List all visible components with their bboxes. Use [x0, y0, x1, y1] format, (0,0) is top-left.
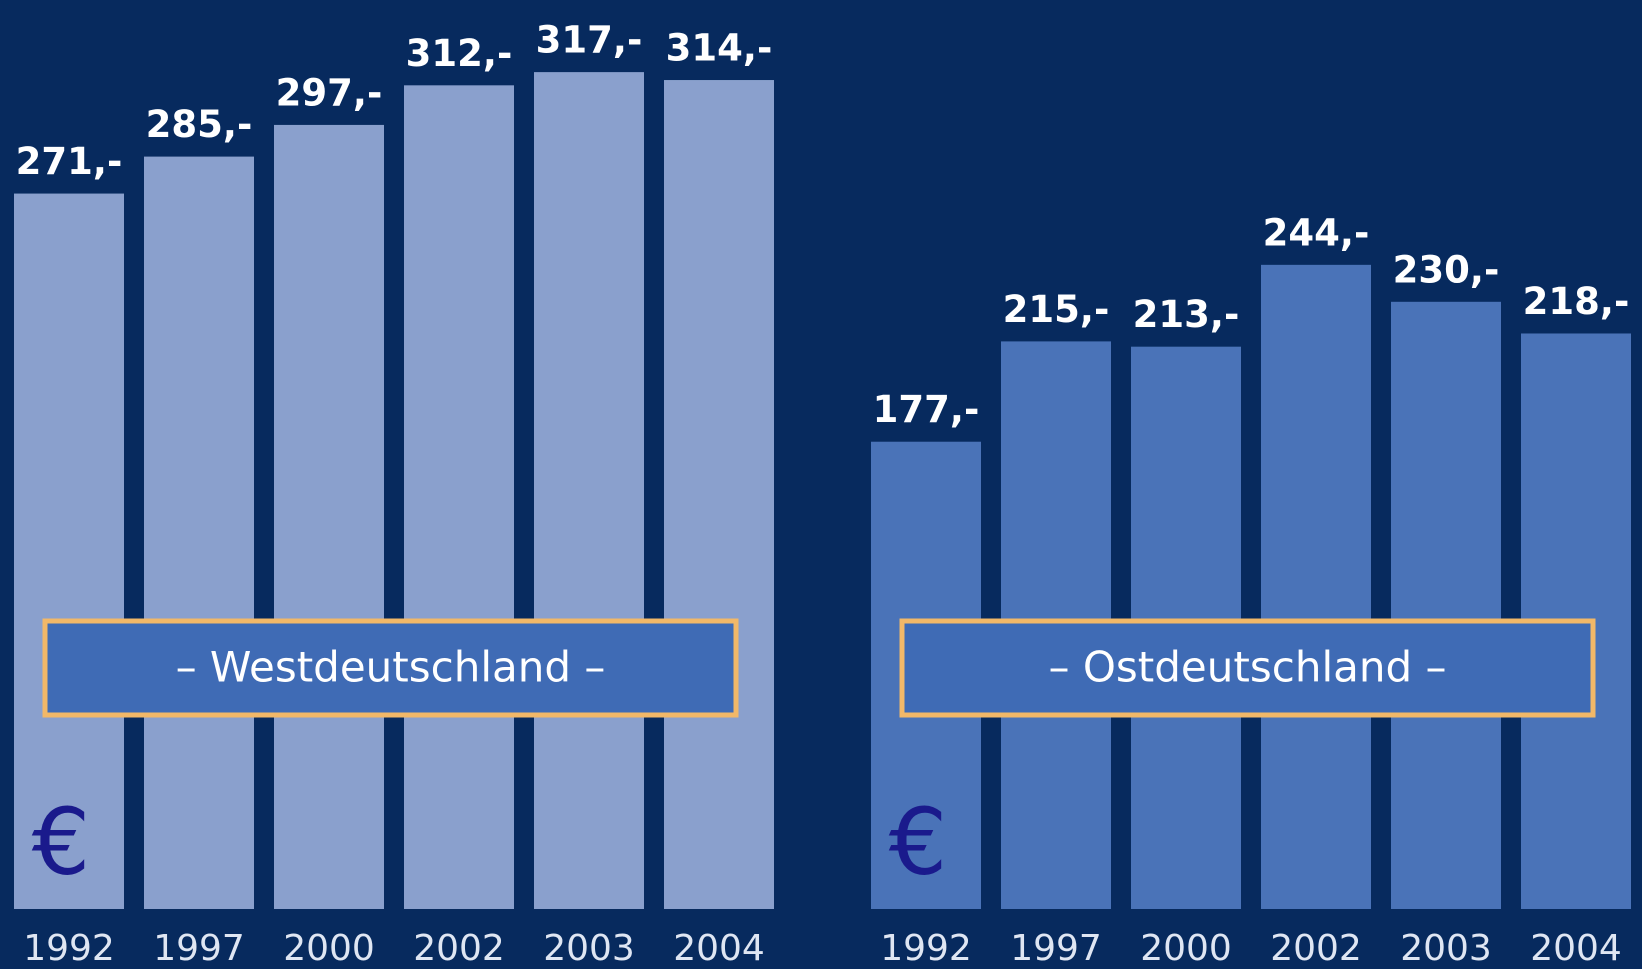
bar: [274, 124, 384, 910]
x-tick-label: 2004: [673, 928, 765, 969]
x-tick-label: 1992: [23, 928, 115, 969]
value-label: 244,-: [1263, 211, 1370, 254]
x-tick-label: 1997: [1010, 928, 1102, 969]
bar: [404, 85, 514, 909]
x-tick-label: 2004: [1530, 928, 1622, 969]
value-label: 177,-: [873, 388, 980, 431]
value-label: 218,-: [1523, 280, 1630, 323]
value-label: 215,-: [1003, 288, 1110, 331]
bar: [1261, 264, 1371, 910]
value-label: 285,-: [146, 103, 253, 146]
currency-symbol: €: [889, 788, 948, 895]
value-label: 230,-: [1393, 248, 1500, 291]
value-label: 297,-: [276, 71, 383, 114]
x-tick-label: 2003: [543, 928, 635, 969]
currency-symbol: €: [32, 788, 91, 895]
x-tick-label: 1997: [153, 928, 245, 969]
value-label: 314,-: [666, 27, 773, 70]
x-tick-label: 2002: [413, 928, 505, 969]
legend-title: – Ostdeutschland –: [1049, 643, 1447, 692]
x-tick-label: 1992: [880, 928, 972, 969]
value-label: 317,-: [536, 19, 643, 62]
x-tick-label: 2002: [1270, 928, 1362, 969]
value-label: 312,-: [406, 32, 513, 75]
x-tick-label: 2003: [1400, 928, 1492, 969]
legend-box: [899, 618, 1596, 718]
legend-box: [42, 618, 739, 718]
bar: [534, 72, 644, 910]
x-tick-label: 2000: [1140, 928, 1232, 969]
value-label: 271,-: [16, 140, 123, 183]
x-tick-label: 2000: [283, 928, 375, 969]
bar: [14, 193, 124, 909]
bar: [1391, 301, 1501, 909]
legend-title: – Westdeutschland –: [176, 643, 606, 692]
bar: [144, 156, 254, 910]
bar: [664, 80, 774, 910]
value-label: 213,-: [1133, 293, 1240, 336]
